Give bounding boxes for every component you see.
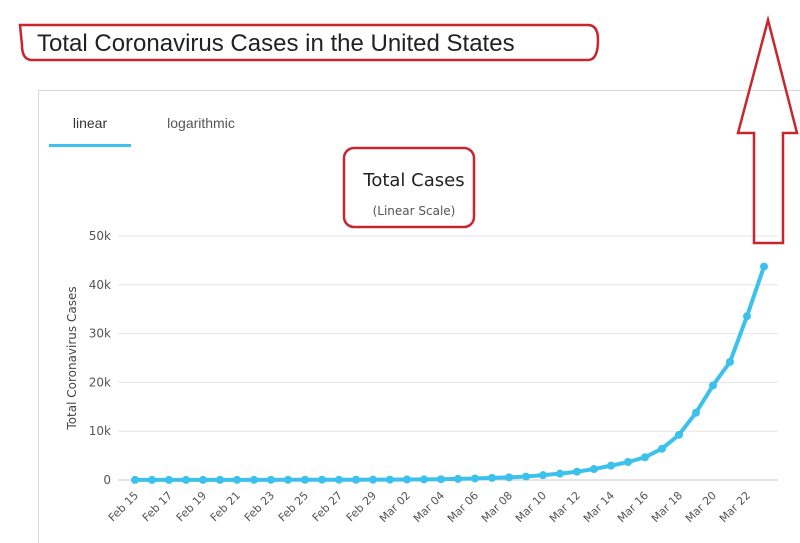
data-point <box>641 453 649 462</box>
page-heading: Total Coronavirus Cases in the United St… <box>37 30 515 57</box>
data-point <box>267 475 275 484</box>
data-point <box>182 475 190 484</box>
data-point <box>760 262 768 271</box>
data-point <box>505 473 513 482</box>
data-point <box>216 475 224 484</box>
x-tick-label: Feb 15 <box>106 489 141 524</box>
data-point <box>199 475 207 484</box>
series-line <box>133 264 766 482</box>
data-point <box>488 473 496 482</box>
data-point <box>318 475 326 484</box>
x-tick-label: Mar 12 <box>547 489 583 525</box>
x-tick-label: Mar 22 <box>717 489 753 525</box>
chart-subtitle: (Linear Scale) <box>373 204 456 218</box>
data-point <box>726 357 734 366</box>
chart-panel: linear logarithmic <box>38 90 800 543</box>
y-tick-label: 0 <box>103 473 111 487</box>
y-tick-label: 30k <box>89 327 111 341</box>
x-tick-label: Mar 02 <box>377 489 413 525</box>
data-point <box>437 475 445 484</box>
data-point <box>454 474 462 483</box>
data-point <box>709 381 717 390</box>
y-tick-label: 40k <box>89 278 111 292</box>
y-axis-title: Total Coronavirus Cases <box>65 286 79 430</box>
x-tick-label: Mar 10 <box>513 489 549 525</box>
x-tick-label: Feb 25 <box>276 489 311 524</box>
y-tick-label: 10k <box>89 424 111 438</box>
x-tick-label: Mar 04 <box>411 489 447 525</box>
data-point <box>675 430 683 439</box>
data-point <box>386 475 394 484</box>
data-point <box>607 461 615 470</box>
data-point <box>403 475 411 484</box>
x-tick-label: Feb 27 <box>310 489 345 524</box>
data-point <box>335 475 343 484</box>
data-point <box>692 408 700 417</box>
active-tab-indicator <box>49 144 131 147</box>
data-point <box>250 475 258 484</box>
tab-linear[interactable]: linear <box>72 115 108 131</box>
x-tick-label: Feb 29 <box>344 489 379 524</box>
data-point <box>301 475 309 484</box>
y-tick-label: 50k <box>89 229 111 243</box>
annotation-layer <box>18 15 799 245</box>
x-tick-label: Mar 06 <box>445 489 481 525</box>
up-arrow-icon <box>736 15 799 245</box>
x-tick-label: Mar 20 <box>683 489 719 525</box>
data-point <box>131 475 139 484</box>
tab-logarithmic[interactable]: logarithmic <box>167 115 235 131</box>
x-tick-label: Mar 18 <box>649 489 685 525</box>
x-tick-label: Feb 19 <box>174 489 209 524</box>
data-point <box>522 472 530 481</box>
x-tick-label: Feb 23 <box>242 489 277 524</box>
series-layer <box>131 262 768 484</box>
data-point <box>590 465 598 474</box>
data-point <box>352 475 360 484</box>
data-point <box>284 475 292 484</box>
heading-highlight-ellipse <box>18 23 600 62</box>
data-point <box>539 471 547 480</box>
grid-layer <box>118 235 778 481</box>
title-highlight-box <box>342 146 476 229</box>
data-point <box>624 458 632 467</box>
data-point <box>743 312 751 321</box>
y-tick-label: 20k <box>89 375 111 389</box>
x-tick-label: Feb 17 <box>140 489 175 524</box>
x-tick-label: Feb 21 <box>208 489 243 524</box>
data-point <box>573 467 581 476</box>
data-point <box>148 475 156 484</box>
x-tick-label: Mar 16 <box>615 489 651 525</box>
chart-title: Total Cases <box>362 170 464 191</box>
data-point <box>165 475 173 484</box>
data-point <box>233 475 241 484</box>
data-point <box>420 475 428 484</box>
x-tick-label: Mar 08 <box>479 489 515 525</box>
data-point <box>556 469 564 478</box>
data-point <box>471 474 479 483</box>
data-point <box>369 475 377 484</box>
x-tick-label: Mar 14 <box>581 489 617 525</box>
data-point <box>658 444 666 453</box>
